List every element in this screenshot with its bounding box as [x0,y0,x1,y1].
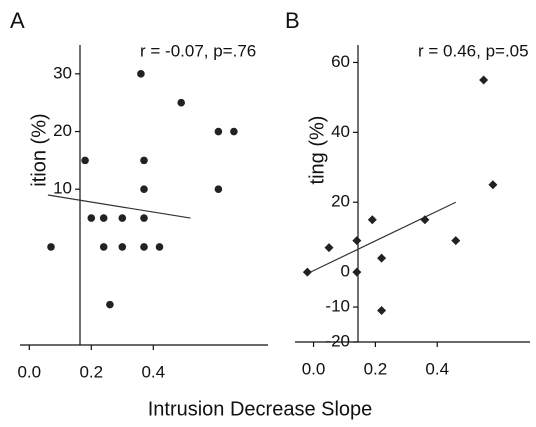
point [451,236,461,246]
point [488,180,498,190]
y-tick-label: 10 [53,179,72,198]
point [230,127,238,136]
panel-label: B [285,8,300,33]
point [137,70,145,78]
y-tick-label: 60 [331,52,350,71]
point [214,185,223,194]
point [352,236,362,246]
x-tick-label: 0.4 [141,362,165,381]
point [302,267,312,277]
point [81,156,89,165]
x-tick-label: 0.0 [302,359,326,378]
point [420,215,430,225]
point [479,75,489,85]
fit-line [47,194,191,219]
point [99,214,108,222]
y-tick-label: 0 [341,262,350,281]
x-axis-label: Intrusion Decrease Slope [148,398,373,420]
point [99,243,108,251]
point [177,98,185,107]
point [155,243,164,251]
y-axis-label: ting (%) [306,116,328,185]
point [87,214,96,222]
y-tick-label: -20 [325,331,350,350]
point [140,214,148,222]
annotation: r = 0.46, p=.05 [418,41,529,60]
point [140,185,148,194]
point [377,253,387,263]
y-tick-label: 20 [53,121,72,140]
fit-line [310,201,457,273]
y-tick-label: 20 [331,192,350,211]
x-tick-label: 0.2 [364,359,388,378]
x-tick-label: 0.4 [425,359,449,378]
point [214,127,223,136]
y-tick-label: -10 [325,297,350,316]
x-tick-label: 0.0 [17,362,41,381]
panel-label: A [10,8,25,33]
point [367,215,377,225]
point [140,243,148,251]
point [352,267,362,277]
y-axis-label: ition (%) [28,113,50,186]
point [47,243,55,251]
point [118,243,127,251]
x-tick-label: 0.2 [79,362,103,381]
y-tick-label: 30 [53,63,72,82]
y-tick-label: 40 [331,122,350,141]
point [377,306,387,316]
annotation: r = -0.07, p=.76 [140,41,256,60]
point [106,300,114,309]
point [324,243,334,253]
point [118,214,127,222]
point [140,156,148,165]
